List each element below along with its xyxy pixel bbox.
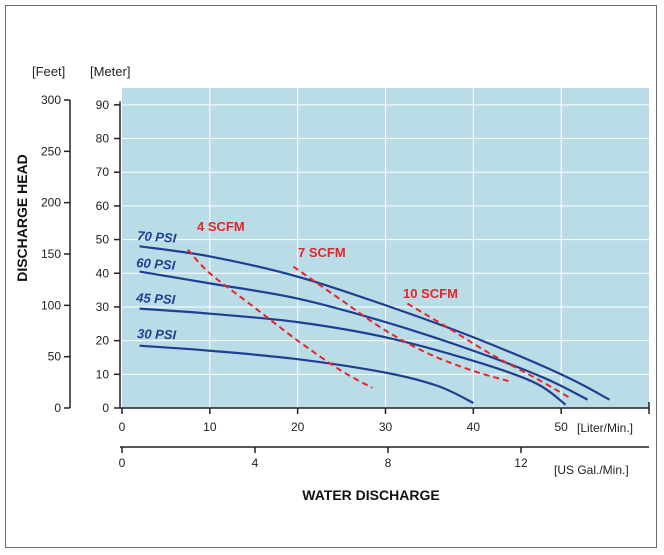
meter-tick-label: 80 — [96, 132, 110, 146]
psi-line-45-psi — [139, 307, 567, 406]
meter-tick-label: 40 — [96, 266, 110, 280]
liter-unit-label: [Liter/Min.] — [577, 421, 633, 435]
x-axis-title: WATER DISCHARGE — [302, 487, 439, 503]
series-label-10-scfm: 10 SCFM — [403, 286, 458, 301]
chart-frame — [5, 5, 657, 548]
meter-tick-label: 0 — [102, 401, 109, 415]
meter-unit-label: [Meter] — [90, 64, 130, 79]
psi-line-70-psi — [139, 245, 610, 401]
scfm-line-10-scfm — [406, 302, 571, 399]
series-label-70-psi: 70 PSI — [137, 228, 177, 246]
liter-tick-label: 10 — [203, 420, 217, 434]
feet-tick-label: 250 — [41, 144, 61, 158]
feet-tick-label: 0 — [54, 401, 61, 415]
meter-tick-label: 60 — [96, 199, 110, 213]
gallon-tick-label: 12 — [514, 456, 528, 470]
feet-tick-label: 50 — [48, 350, 62, 364]
feet-tick-label: 100 — [41, 298, 61, 312]
liter-tick-label: 0 — [119, 420, 126, 434]
meter-tick-label: 90 — [96, 98, 110, 112]
scfm-line-7-scfm — [292, 265, 509, 383]
meter-tick-label: 50 — [96, 233, 110, 247]
series-label-7-scfm: 7 SCFM — [298, 245, 346, 260]
meter-tick-label: 70 — [96, 165, 110, 179]
liter-tick-label: 40 — [467, 420, 481, 434]
series-label-30-psi: 30 PSI — [137, 326, 177, 342]
feet-tick-label: 150 — [41, 247, 61, 261]
series-label-60-psi: 60 PSI — [136, 255, 176, 273]
liter-tick-label: 50 — [554, 420, 568, 434]
gallon-tick-label: 8 — [385, 456, 392, 470]
feet-tick-label: 300 — [41, 93, 61, 107]
gallon-tick-label: 4 — [252, 456, 259, 470]
meter-tick-label: 10 — [96, 367, 110, 381]
meter-tick-label: 20 — [96, 334, 110, 348]
series-labels: 70 PSI 60 PSI 45 PSI 30 PSI 4 SCFM 7 SCFM 10 S… — [135, 219, 458, 342]
series-label-45-psi: 45 PSI — [135, 290, 176, 307]
liter-tick-label: 20 — [291, 420, 305, 434]
feet-tick-label: 200 — [41, 196, 61, 210]
psi-line-60-psi — [139, 270, 589, 401]
series-layer — [139, 245, 610, 406]
scfm-line-4-scfm — [187, 249, 373, 389]
liter-tick-label: 30 — [379, 420, 393, 434]
series-label-4-scfm: 4 SCFM — [197, 219, 245, 234]
gallon-unit-label: [US Gal./Min.] — [554, 463, 629, 477]
gallon-tick-label: 0 — [119, 456, 126, 470]
y-axis-title: DISCHARGE HEAD — [14, 154, 30, 282]
meter-tick-label: 30 — [96, 300, 110, 314]
feet-unit-label: [Feet] — [32, 64, 65, 79]
